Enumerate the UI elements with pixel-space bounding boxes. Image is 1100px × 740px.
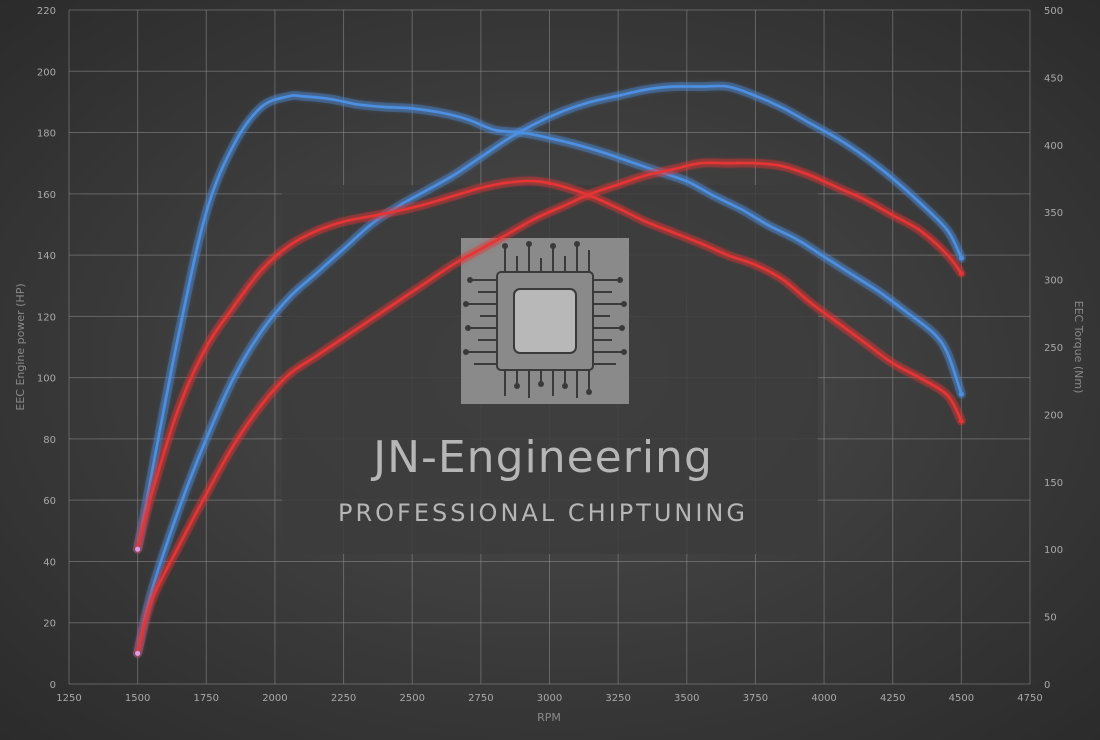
y-right-tick-label: 50 [1044, 613, 1057, 624]
y-left-tick-label: 200 [37, 67, 56, 78]
y-right-tick-label: 200 [1044, 410, 1063, 421]
grid-lines [68, 9, 1031, 685]
y-right-tick-label: 250 [1044, 343, 1063, 354]
y-left-tick-label: 60 [43, 496, 56, 507]
x-tick-label: 4500 [949, 693, 974, 704]
chip-logo [461, 238, 629, 404]
watermark-subtitle: PROFESSIONAL CHIPTUNING [338, 499, 748, 527]
y-left-axis-title: EEC Engine power (HP) [14, 283, 27, 410]
x-tick-label: 1250 [56, 693, 81, 704]
series-line-3 [136, 179, 963, 551]
x-tick-label: 3000 [537, 693, 562, 704]
y-left-tick-label: 220 [37, 6, 56, 17]
y-left-tick-label: 120 [37, 312, 56, 323]
x-tick-label: 2750 [468, 693, 493, 704]
y-right-tick-label: 300 [1044, 276, 1063, 287]
y-right-tick-label: 500 [1044, 6, 1063, 17]
y-right-tick-label: 400 [1044, 141, 1063, 152]
x-axis-title: RPM [537, 711, 561, 724]
y-left-tick-label: 180 [37, 129, 56, 140]
y-right-tick-label: 150 [1044, 478, 1063, 489]
series-start-point-4 [135, 650, 141, 656]
tick-labels: 1250 1500 1750 2000 2250 2500 2750 3000 3250 3500… [37, 6, 1063, 704]
x-tick-label: 4250 [880, 693, 905, 704]
x-tick-label: 3750 [743, 693, 768, 704]
series-line-4 [136, 161, 963, 655]
x-tick-label: 2000 [262, 693, 287, 704]
series-end-point-4 [958, 270, 964, 276]
x-tick-label: 3250 [605, 693, 630, 704]
y-left-tick-label: 80 [43, 435, 56, 446]
y-left-tick-label: 160 [37, 190, 56, 201]
series-end-point-2 [958, 255, 964, 261]
y-left-tick-label: 100 [37, 374, 56, 385]
y-left-tick-label: 0 [50, 680, 56, 691]
y-right-tick-label: 100 [1044, 545, 1063, 556]
y-right-tick-label: 0 [1044, 680, 1050, 691]
y-right-tick-label: 450 [1044, 73, 1063, 84]
y-right-tick-label: 350 [1044, 208, 1063, 219]
x-tick-label: 1500 [125, 693, 150, 704]
series-line-2 [136, 84, 963, 655]
series-end-point-3 [958, 418, 964, 424]
y-right-axis-title: EEC Torque (Nm) [1072, 301, 1085, 394]
series-end-point-1 [958, 391, 964, 397]
x-tick-label: 4000 [811, 693, 836, 704]
watermark-title: JN-Engineering [370, 432, 713, 483]
y-left-tick-label: 40 [43, 557, 56, 568]
watermark: JN-Engineering PROFESSIONAL CHIPTUNING [282, 185, 818, 554]
x-tick-label: 2250 [331, 693, 356, 704]
x-tick-label: 2500 [399, 693, 424, 704]
series-start-point-3 [135, 546, 141, 552]
x-tick-label: 4750 [1017, 693, 1042, 704]
series-line-1 [136, 94, 963, 551]
x-tick-label: 1750 [194, 693, 219, 704]
y-left-tick-label: 140 [37, 251, 56, 262]
x-tick-label: 3500 [674, 693, 699, 704]
curves [133, 81, 966, 658]
y-left-tick-label: 20 [43, 619, 56, 630]
